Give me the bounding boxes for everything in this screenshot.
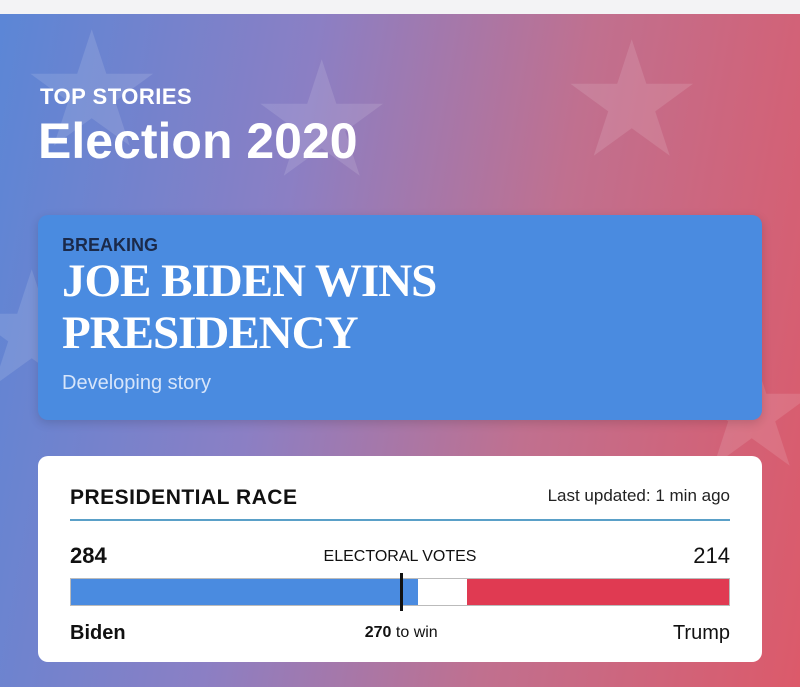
candidate-name: Biden	[70, 622, 126, 644]
vote-bar	[70, 573, 730, 611]
axis-label: ELECTORAL VOTES	[323, 548, 477, 565]
star-decoration: ★	[250, 30, 394, 209]
race-title: PRESIDENTIAL RACE	[70, 486, 298, 509]
kicker: TOP STORIES	[40, 84, 193, 109]
vote-count: 214	[693, 543, 730, 568]
page-title: Election 2020	[38, 113, 358, 169]
divider	[70, 519, 730, 521]
breaking-card[interactable]: BREAKING JOE BIDEN WINS PRESIDENCY Devel…	[38, 215, 762, 420]
star-decoration: ★	[560, 10, 704, 189]
headline: JOE BIDEN WINS PRESIDENCY	[62, 255, 437, 359]
last-updated: Last updated: 1 min ago	[547, 486, 730, 505]
star-decoration: ★	[20, 0, 164, 179]
vote-segment	[71, 579, 419, 605]
breaking-label: BREAKING	[62, 235, 159, 255]
race-card[interactable]: PRESIDENTIAL RACE Last updated: 1 min ag…	[38, 456, 762, 662]
vote-count: 284	[70, 543, 107, 568]
threshold-label: 270 to win	[365, 624, 438, 642]
threshold-value: 270	[364, 624, 392, 641]
story-status: Developing story	[62, 372, 211, 394]
threshold-text: to win	[395, 624, 438, 641]
vote-segment	[467, 579, 729, 605]
candidate-name: Trump	[672, 622, 730, 644]
threshold-line	[400, 573, 404, 611]
top-strip	[0, 0, 800, 14]
